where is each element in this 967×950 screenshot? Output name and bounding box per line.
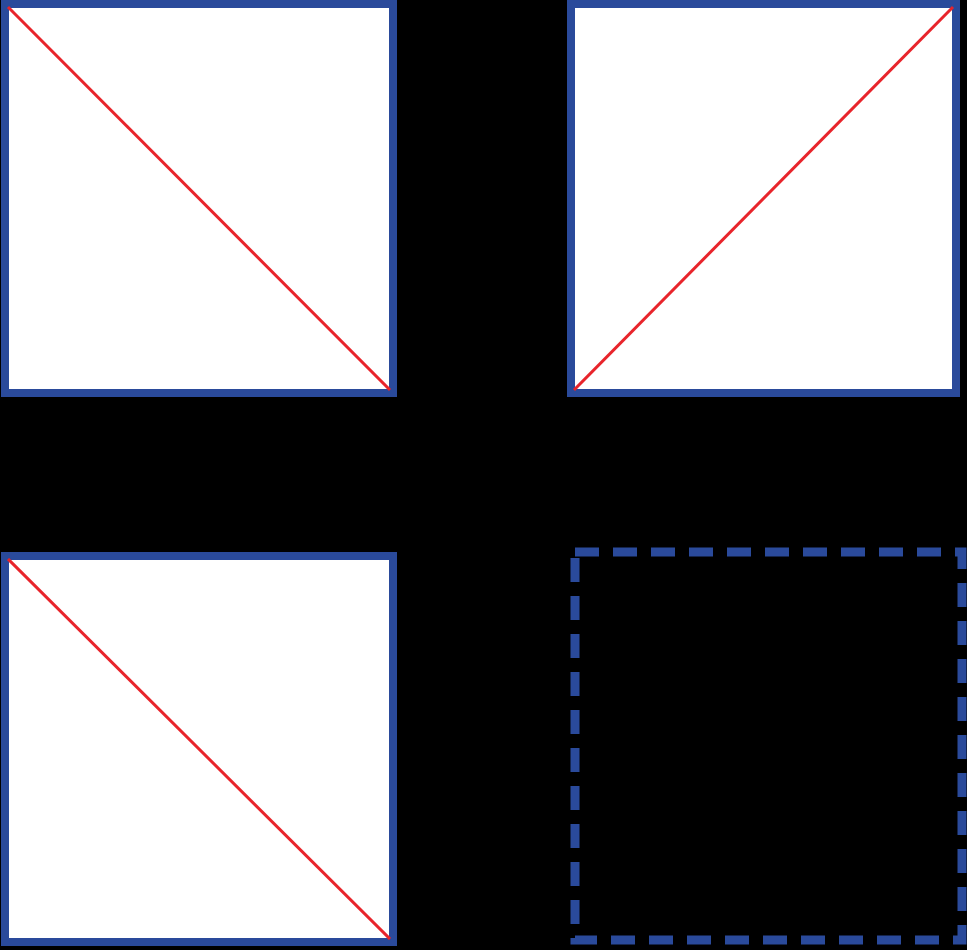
diagonal-line-top-left bbox=[6, 5, 392, 392]
diagonal-line-top-right bbox=[572, 5, 955, 392]
panel-bottom-right bbox=[570, 547, 967, 945]
panel-frame-bottom-right bbox=[570, 547, 967, 945]
panel-top-right bbox=[567, 0, 960, 397]
panel-top-left bbox=[1, 0, 397, 397]
diagonal-line-bottom-left bbox=[6, 557, 392, 941]
panel-bottom-left bbox=[1, 552, 397, 946]
